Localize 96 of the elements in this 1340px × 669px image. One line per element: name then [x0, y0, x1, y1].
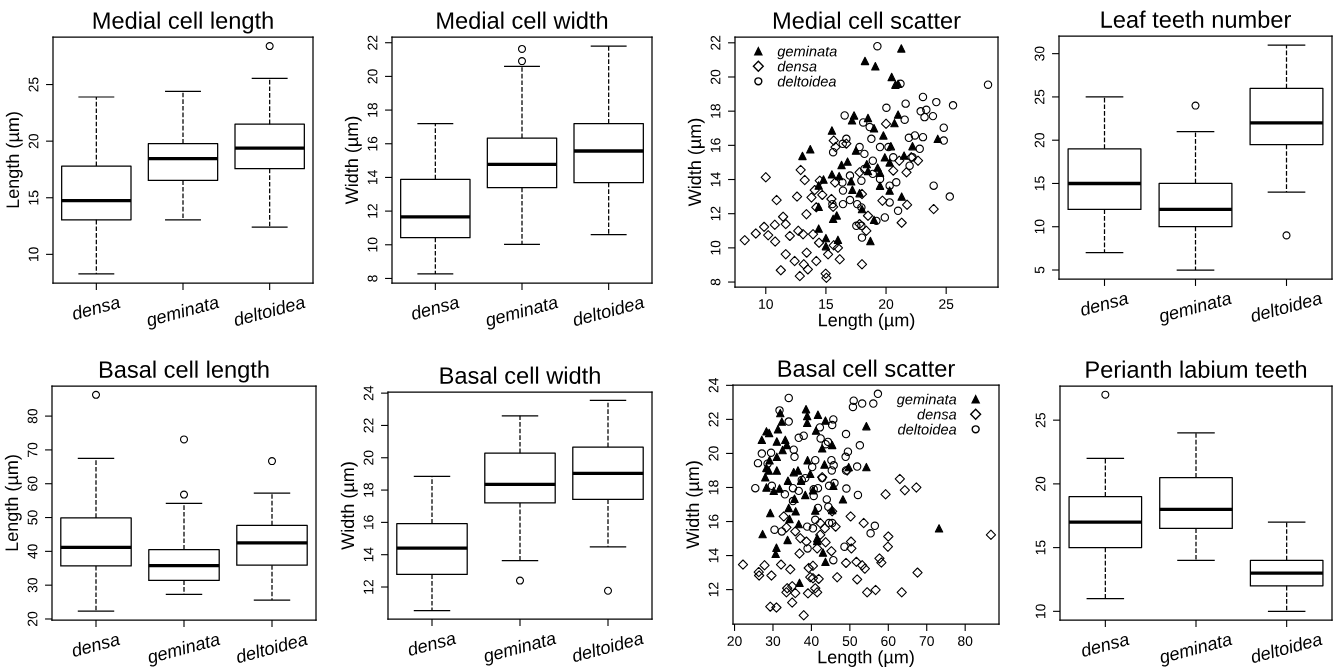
y-tick-label: 10 — [710, 240, 721, 255]
y-tick-label: 8 — [367, 275, 378, 282]
x-tick-label: 25 — [939, 299, 954, 310]
y-tick-label: 12 — [363, 579, 374, 594]
x-tick-label: densa — [1079, 631, 1130, 658]
y-tick-label: 22 — [710, 35, 721, 50]
y-axis-title: Width (µm) — [685, 461, 703, 549]
y-tick-label: 18 — [708, 480, 719, 495]
y-tick-label: 12 — [710, 206, 721, 221]
y-tick-label: 8 — [710, 278, 721, 286]
y-tick-label: 16 — [708, 514, 719, 529]
x-tick-label: 10 — [759, 299, 773, 310]
y-axis-title: Width (µm) — [340, 462, 358, 550]
y-tick-label: 18 — [367, 102, 378, 117]
legend-label: geminata — [777, 45, 837, 60]
x-tick-label: densa — [406, 630, 457, 657]
y-tick-label: 22 — [363, 418, 374, 433]
x-tick-label: 20 — [879, 299, 894, 310]
y-tick-label: 18 — [363, 482, 374, 497]
x-tick-label: deltoidea — [235, 631, 309, 664]
x-tick-label: 30 — [765, 636, 781, 647]
y-axis-title: Length (µm) — [4, 455, 22, 551]
x-tick-label: densa — [70, 631, 121, 658]
y-tick-label: 10 — [1034, 219, 1045, 234]
y-tick-label: 20 — [27, 611, 38, 627]
legend-label: densa — [777, 60, 817, 72]
chart-title: Basal cell scatter — [778, 359, 955, 377]
x-tick-label: 70 — [919, 636, 934, 647]
y-axis-title: Width (µm) — [344, 116, 362, 205]
x-tick-label: 60 — [881, 636, 896, 647]
y-tick-label: 30 — [27, 577, 38, 593]
y-tick-label: 14 — [710, 172, 721, 187]
x-tick-label: densa — [1079, 290, 1129, 317]
y-tick-label: 25 — [1035, 413, 1046, 428]
y-tick-label: 50 — [27, 510, 38, 525]
x-tick-label: deltoidea — [1249, 631, 1323, 664]
y-tick-label: 24 — [363, 385, 374, 401]
y-tick-label: 12 — [708, 582, 719, 597]
y-tick-label: 80 — [27, 408, 38, 424]
chart-title: Medial cell scatter — [773, 11, 961, 29]
y-tick-label: 14 — [708, 548, 719, 563]
y-tick-label: 14 — [363, 547, 374, 562]
y-tick-label: 20 — [1035, 476, 1046, 491]
y-tick-label: 24 — [708, 378, 719, 393]
x-tick-label: deltoidea — [1249, 290, 1323, 323]
y-tick-label: 70 — [27, 442, 38, 457]
chart-title: Basal cell width — [440, 366, 600, 384]
y-tick-label: 20 — [710, 69, 721, 85]
x-tick-label: 80 — [958, 636, 973, 647]
y-tick-label: 30 — [1034, 46, 1045, 61]
y-tick-label: 15 — [1034, 176, 1045, 191]
y-tick-label: 15 — [1035, 540, 1046, 555]
legend-label: deltoidea — [777, 75, 836, 87]
legend-label: densa — [917, 408, 957, 420]
y-tick-label: 16 — [367, 136, 378, 151]
y-tick-label: 20 — [708, 446, 719, 461]
chart-title: Leaf teeth number — [1101, 10, 1291, 28]
chart-title: Medial cell width — [437, 11, 608, 29]
y-tick-label: 25 — [28, 77, 39, 92]
y-tick-label: 12 — [367, 204, 378, 218]
legend-label: geminata — [896, 393, 957, 408]
y-tick-label: 14 — [367, 170, 378, 185]
y-tick-label: 40 — [27, 544, 38, 559]
legend-label: deltoidea — [898, 423, 957, 435]
y-tick-label: 16 — [710, 138, 721, 152]
y-axis-title: Width (µm) — [687, 118, 705, 207]
x-tick-label: densa — [409, 294, 460, 321]
x-axis-title: Length (µm) — [819, 313, 915, 330]
y-tick-label: 5 — [1034, 266, 1045, 274]
x-tick-label: deltoidea — [232, 294, 306, 327]
y-tick-label: 20 — [367, 69, 378, 84]
y-tick-label: 22 — [367, 35, 378, 50]
x-axis-title: Length (µm) — [818, 650, 914, 667]
y-tick-label: 16 — [363, 515, 374, 530]
y-tick-label: 10 — [1035, 604, 1046, 618]
x-tick-label: 15 — [819, 299, 834, 310]
chart-title: Medial cell length — [93, 11, 273, 34]
x-tick-label: 40 — [804, 636, 819, 647]
y-tick-label: 20 — [363, 450, 374, 465]
y-tick-label: 15 — [28, 190, 39, 205]
y-tick-label: 22 — [708, 412, 719, 427]
y-tick-label: 25 — [1034, 89, 1045, 104]
y-tick-label: 10 — [367, 237, 378, 252]
x-tick-label: densa — [70, 294, 121, 321]
x-tick-label: 50 — [842, 636, 858, 647]
x-tick-label: deltoidea — [571, 630, 645, 663]
y-tick-label: 10 — [28, 247, 39, 262]
chart-title: Perianth labium teeth — [1086, 360, 1307, 378]
y-axis-title: Length (µm) — [5, 112, 23, 208]
y-tick-label: 18 — [710, 104, 721, 118]
x-tick-label: deltoidea — [571, 294, 645, 327]
chart-title: Basal cell length — [99, 360, 269, 383]
y-tick-label: 20 — [1034, 133, 1045, 148]
x-tick-label: 20 — [727, 636, 742, 647]
y-tick-label: 60 — [27, 476, 38, 491]
y-tick-label: 20 — [28, 133, 39, 149]
